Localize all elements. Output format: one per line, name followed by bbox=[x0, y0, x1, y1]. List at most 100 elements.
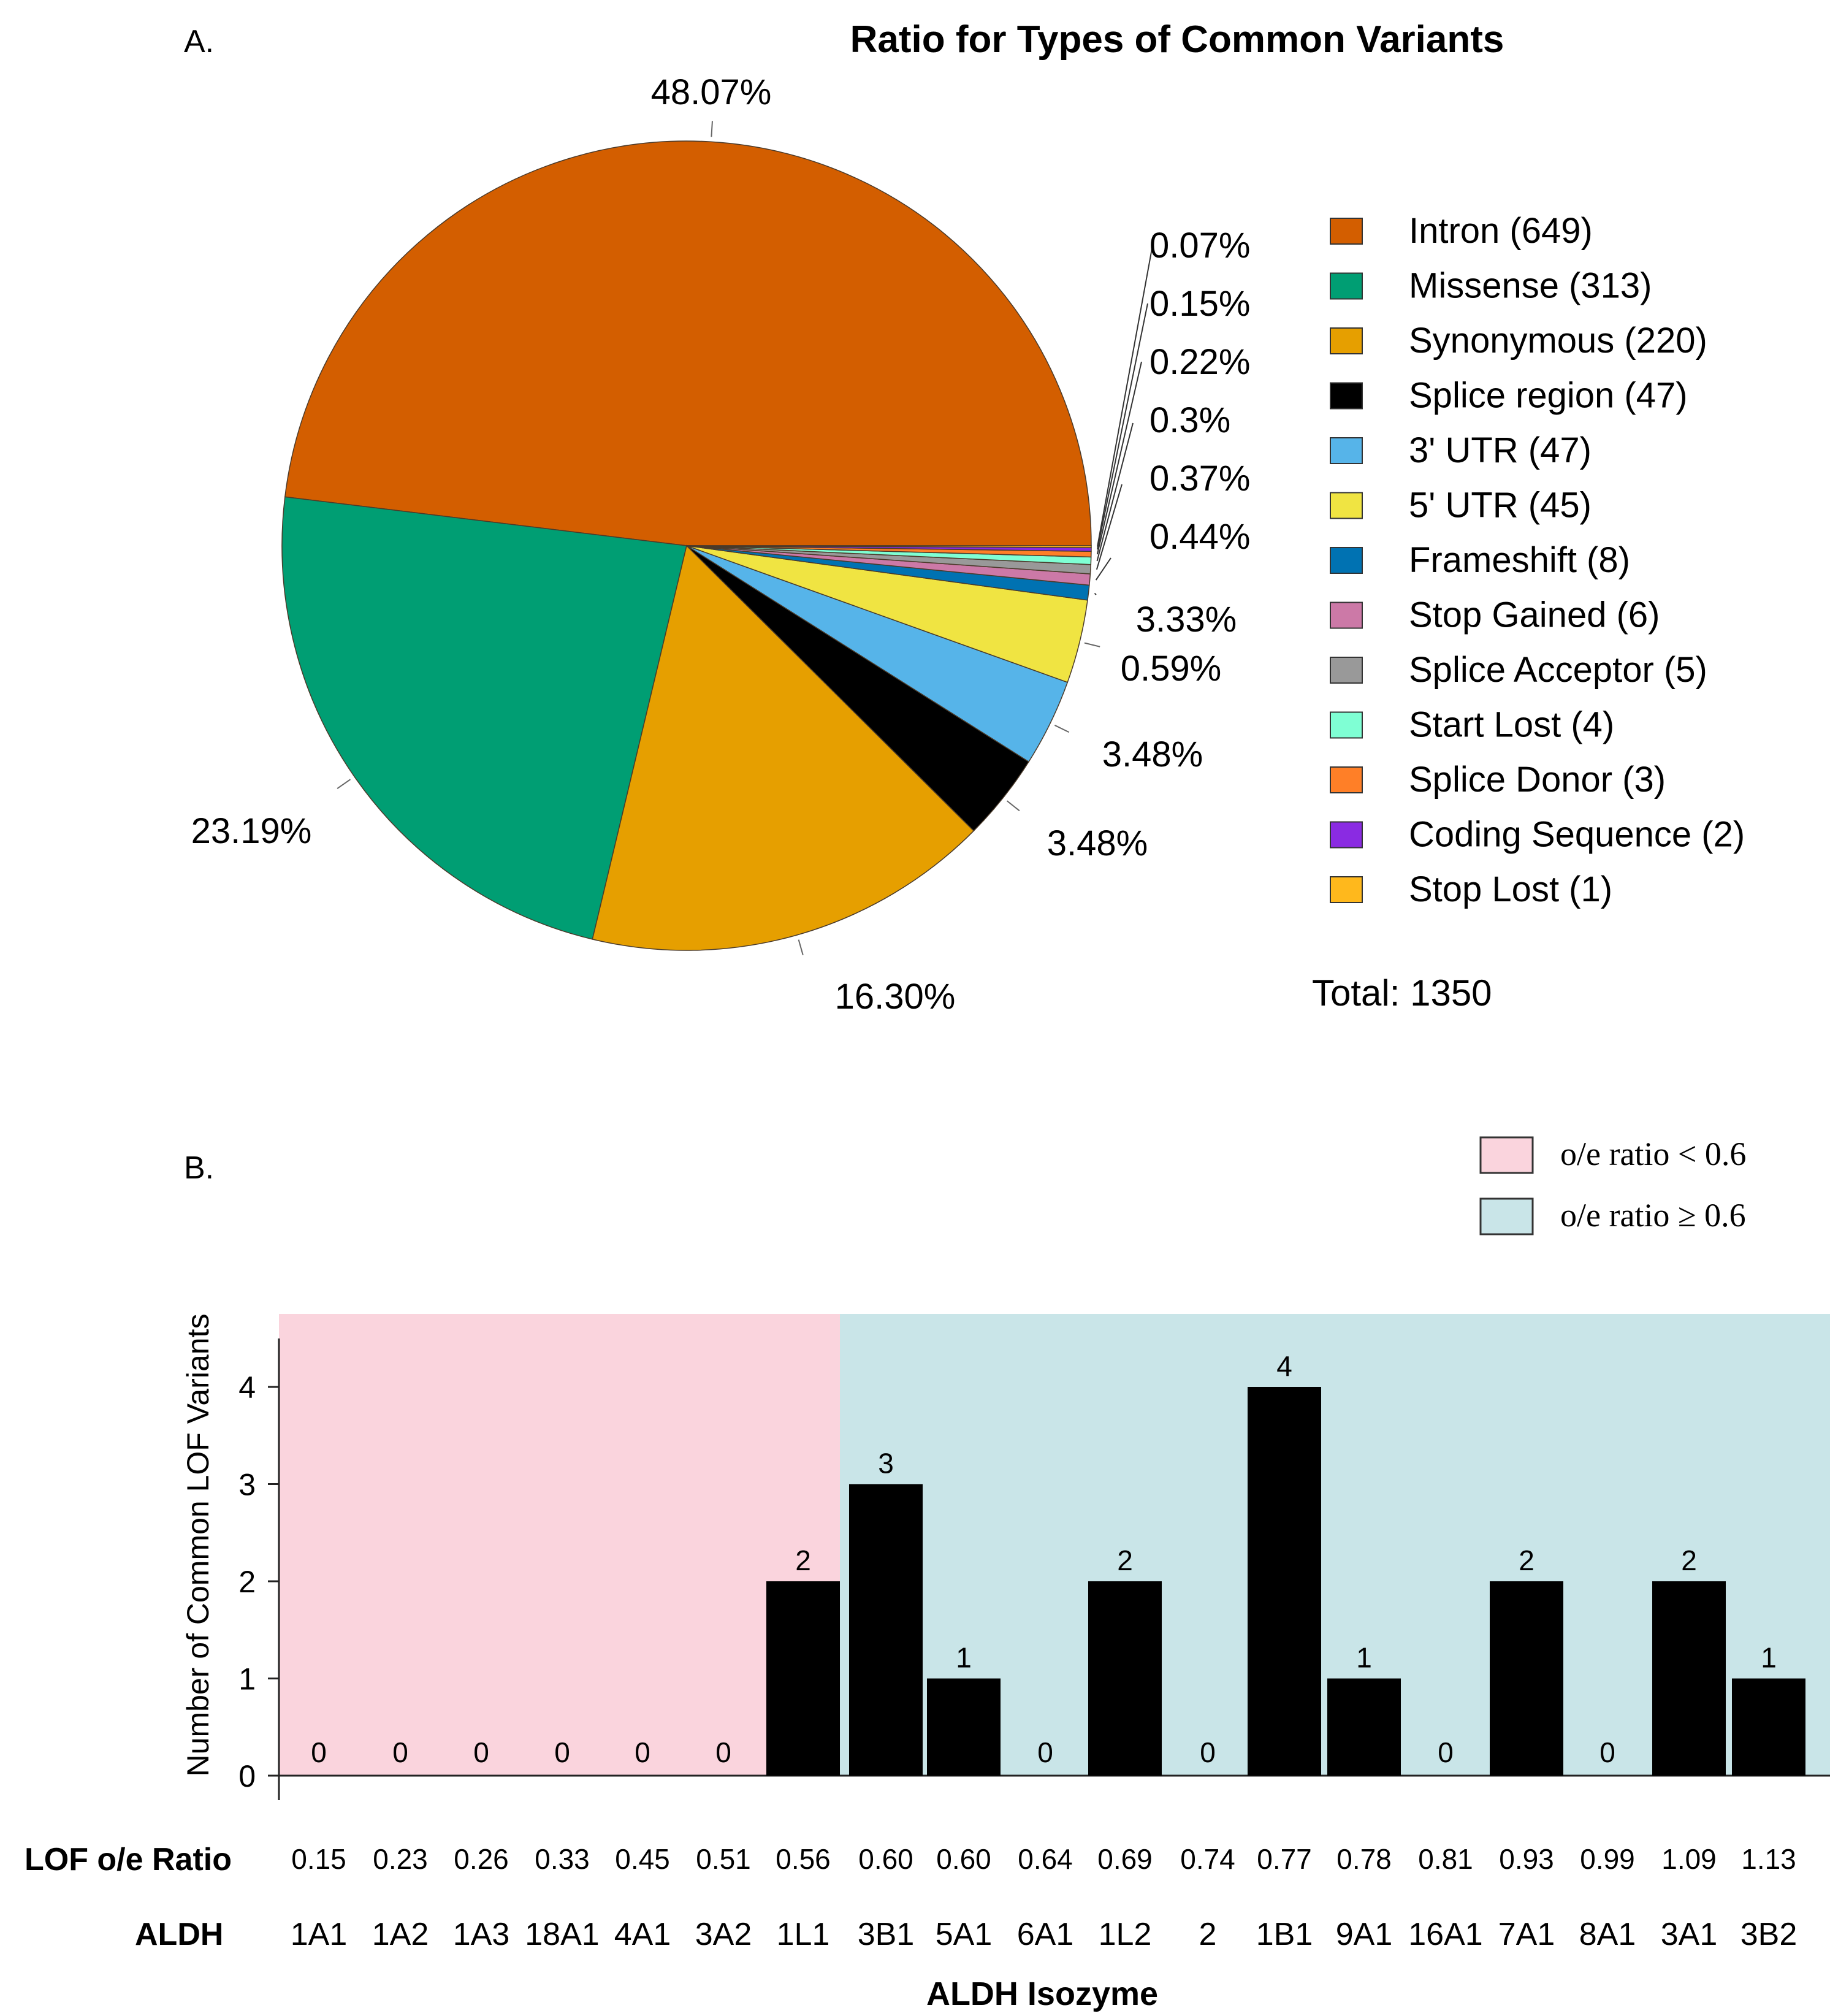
bar-value-label: 2 bbox=[795, 1544, 811, 1576]
region-legend-label: o/e ratio ≥ 0.6 bbox=[1560, 1197, 1746, 1234]
bar-1B1 bbox=[1248, 1387, 1321, 1776]
legend-label: Splice Donor (3) bbox=[1409, 760, 1666, 800]
pie-percent-label: 16.30% bbox=[835, 977, 956, 1017]
legend-swatch bbox=[1330, 218, 1363, 245]
pie-slice-synonymous bbox=[592, 544, 975, 951]
category-label: 9A1 bbox=[1336, 1917, 1393, 1952]
legend-swatch bbox=[1330, 876, 1363, 903]
bar-9A1 bbox=[1327, 1678, 1401, 1776]
pie-percent-label: 0.44% bbox=[1149, 517, 1250, 557]
y-tick-label: 1 bbox=[238, 1662, 256, 1697]
category-label: 3B1 bbox=[858, 1917, 915, 1952]
pie-percent-label: 3.33% bbox=[1136, 600, 1237, 640]
pie-percent-label: 0.59% bbox=[1121, 649, 1221, 689]
legend-label: Start Lost (4) bbox=[1409, 705, 1614, 745]
ratio-label: 0.23 bbox=[373, 1843, 428, 1875]
pie-percent-label: 3.48% bbox=[1047, 823, 1148, 863]
bar-1L1 bbox=[766, 1581, 840, 1776]
pie-leader-line bbox=[1096, 303, 1148, 550]
ratio-label: 1.13 bbox=[1741, 1843, 1796, 1875]
pie-percent-label: 0.22% bbox=[1149, 342, 1250, 382]
region-legend-swatch bbox=[1479, 1136, 1534, 1174]
region-legend-label: o/e ratio < 0.6 bbox=[1560, 1136, 1746, 1172]
bar-value-label: 2 bbox=[1681, 1544, 1697, 1576]
ratio-label: 0.15 bbox=[291, 1843, 346, 1875]
region-legend-swatch bbox=[1479, 1197, 1534, 1235]
ratio-label: 0.74 bbox=[1180, 1843, 1235, 1875]
bar-value-label: 0 bbox=[392, 1736, 408, 1768]
pie-tick bbox=[711, 121, 713, 137]
bar-3B2 bbox=[1732, 1678, 1805, 1776]
bar-value-label: 0 bbox=[554, 1736, 570, 1768]
category-label: 3A1 bbox=[1661, 1917, 1718, 1952]
bar-1L2 bbox=[1088, 1581, 1162, 1776]
pie-tick bbox=[337, 779, 351, 789]
category-label: 5A1 bbox=[936, 1917, 993, 1952]
category-label: 16A1 bbox=[1408, 1917, 1482, 1952]
pie-legend: Intron (649) Missense (313) Synonymous (22… bbox=[1330, 211, 1745, 909]
pie-chart: 48.07% 23.19% 16.30% 3.48% 3.48% 0.59% 3.33% 0.… bbox=[191, 72, 1251, 1017]
legend-label: Splice region (47) bbox=[1409, 376, 1688, 416]
legend-swatch bbox=[1330, 327, 1363, 354]
legend-label: Splice Acceptor (5) bbox=[1409, 650, 1707, 690]
category-label: 2 bbox=[1199, 1917, 1217, 1952]
panel-a-label: A. bbox=[184, 24, 214, 59]
pie-slice-stop-lost bbox=[686, 545, 1092, 548]
bar-value-label: 2 bbox=[1117, 1544, 1133, 1576]
category-label: 3B2 bbox=[1740, 1917, 1798, 1952]
pie-leader-line bbox=[1096, 484, 1123, 570]
pie-leader-line bbox=[1096, 422, 1134, 562]
bar-value-label: 0 bbox=[473, 1736, 489, 1768]
y-axis-title: Number of Common LOF Variants bbox=[181, 1314, 215, 1777]
ratio-label: 1.09 bbox=[1661, 1843, 1717, 1875]
bar-5A1 bbox=[927, 1678, 1001, 1776]
category-label: 1A2 bbox=[372, 1917, 429, 1952]
category-label: 3A2 bbox=[695, 1917, 752, 1952]
legend-swatch bbox=[1330, 601, 1363, 629]
legend-label: 3' UTR (47) bbox=[1409, 430, 1592, 470]
y-tick-label: 3 bbox=[238, 1468, 256, 1502]
bar-value-label: 0 bbox=[1200, 1736, 1216, 1768]
category-label: 1L2 bbox=[1099, 1917, 1152, 1952]
legend-swatch bbox=[1330, 437, 1363, 464]
ratio-label: 0.64 bbox=[1018, 1843, 1073, 1875]
category-label: 1A3 bbox=[453, 1917, 510, 1952]
bar-chart: 0 1 2 3 4 Number of Common LOF Variants 0 0.15 1… bbox=[181, 1314, 1830, 1952]
legend-label: Synonymous (220) bbox=[1409, 321, 1707, 361]
ratio-label: 0.33 bbox=[535, 1843, 590, 1875]
ratio-label: 0.99 bbox=[1580, 1843, 1635, 1875]
pie-slice-missense bbox=[281, 496, 687, 940]
pie-percent-label: 48.07% bbox=[651, 72, 772, 112]
bar-x-axis-title: ALDH Isozyme bbox=[926, 1976, 1158, 2012]
category-label: 7A1 bbox=[1498, 1917, 1555, 1952]
category-label: 1L1 bbox=[777, 1917, 830, 1952]
legend-swatch bbox=[1330, 382, 1363, 410]
pie-percent-label: 0.37% bbox=[1149, 459, 1250, 498]
legend-swatch bbox=[1330, 766, 1363, 793]
pie-tick bbox=[798, 939, 804, 955]
pie-percent-label: 23.19% bbox=[191, 811, 312, 851]
legend-swatch bbox=[1330, 492, 1363, 519]
pie-title: Ratio for Types of Common Variants bbox=[850, 18, 1504, 61]
pie-percent-label: 3.48% bbox=[1102, 735, 1203, 774]
aldh-row-label: ALDH bbox=[135, 1917, 223, 1952]
pie-tick bbox=[1054, 724, 1070, 733]
bar-value-label: 0 bbox=[635, 1736, 650, 1768]
category-label: 6A1 bbox=[1017, 1917, 1074, 1952]
legend-label: Frameshift (8) bbox=[1409, 540, 1630, 580]
legend-swatch bbox=[1330, 272, 1363, 300]
legend-swatch bbox=[1330, 711, 1363, 739]
legend-label: 5' UTR (45) bbox=[1409, 486, 1592, 525]
y-tick-label: 2 bbox=[238, 1565, 256, 1599]
bar-value-label: 3 bbox=[878, 1448, 894, 1480]
legend-label: Stop Gained (6) bbox=[1409, 595, 1660, 635]
pie-leader-line bbox=[1094, 593, 1097, 595]
pie-leader-line bbox=[1096, 361, 1142, 555]
legend-label: Intron (649) bbox=[1409, 211, 1593, 251]
bar-value-label: 0 bbox=[311, 1736, 327, 1768]
legend-swatch bbox=[1330, 821, 1363, 849]
ratio-label: 0.60 bbox=[936, 1843, 991, 1875]
bar-value-label: 0 bbox=[715, 1736, 731, 1768]
pie-leader-line bbox=[1095, 557, 1111, 581]
